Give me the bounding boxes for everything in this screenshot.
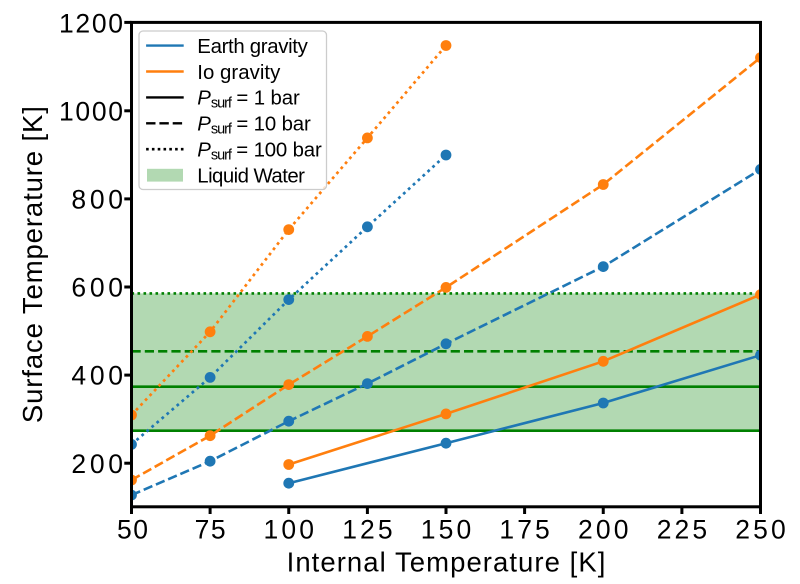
svg-text:1200: 1200	[59, 8, 123, 38]
svg-text:250: 250	[735, 515, 785, 545]
svg-text:400: 400	[71, 361, 123, 391]
svg-text:1000: 1000	[59, 96, 123, 126]
svg-text:Internal Temperature [K]: Internal Temperature [K]	[287, 547, 606, 578]
svg-text:150: 150	[421, 515, 471, 545]
svg-text:Psurf = 100 bar: Psurf = 100 bar	[197, 140, 322, 164]
svg-text:175: 175	[499, 515, 549, 545]
svg-text:Earth gravity: Earth gravity	[197, 36, 308, 58]
svg-text:600: 600	[71, 273, 123, 303]
svg-text:100: 100	[264, 515, 314, 545]
svg-text:Psurf = 1 bar: Psurf = 1 bar	[197, 88, 300, 112]
svg-text:800: 800	[71, 185, 123, 215]
svg-text:200: 200	[71, 449, 123, 479]
svg-text:200: 200	[578, 515, 628, 545]
svg-text:Io gravity: Io gravity	[197, 62, 281, 84]
svg-text:75: 75	[195, 515, 226, 545]
svg-text:125: 125	[342, 515, 392, 545]
svg-text:Surface Temperature [K]: Surface Temperature [K]	[17, 106, 48, 423]
svg-text:Liquid Water: Liquid Water	[197, 165, 305, 187]
svg-text:Psurf = 10 bar: Psurf = 10 bar	[197, 114, 311, 138]
svg-text:50: 50	[117, 515, 148, 545]
svg-text:225: 225	[657, 515, 707, 545]
